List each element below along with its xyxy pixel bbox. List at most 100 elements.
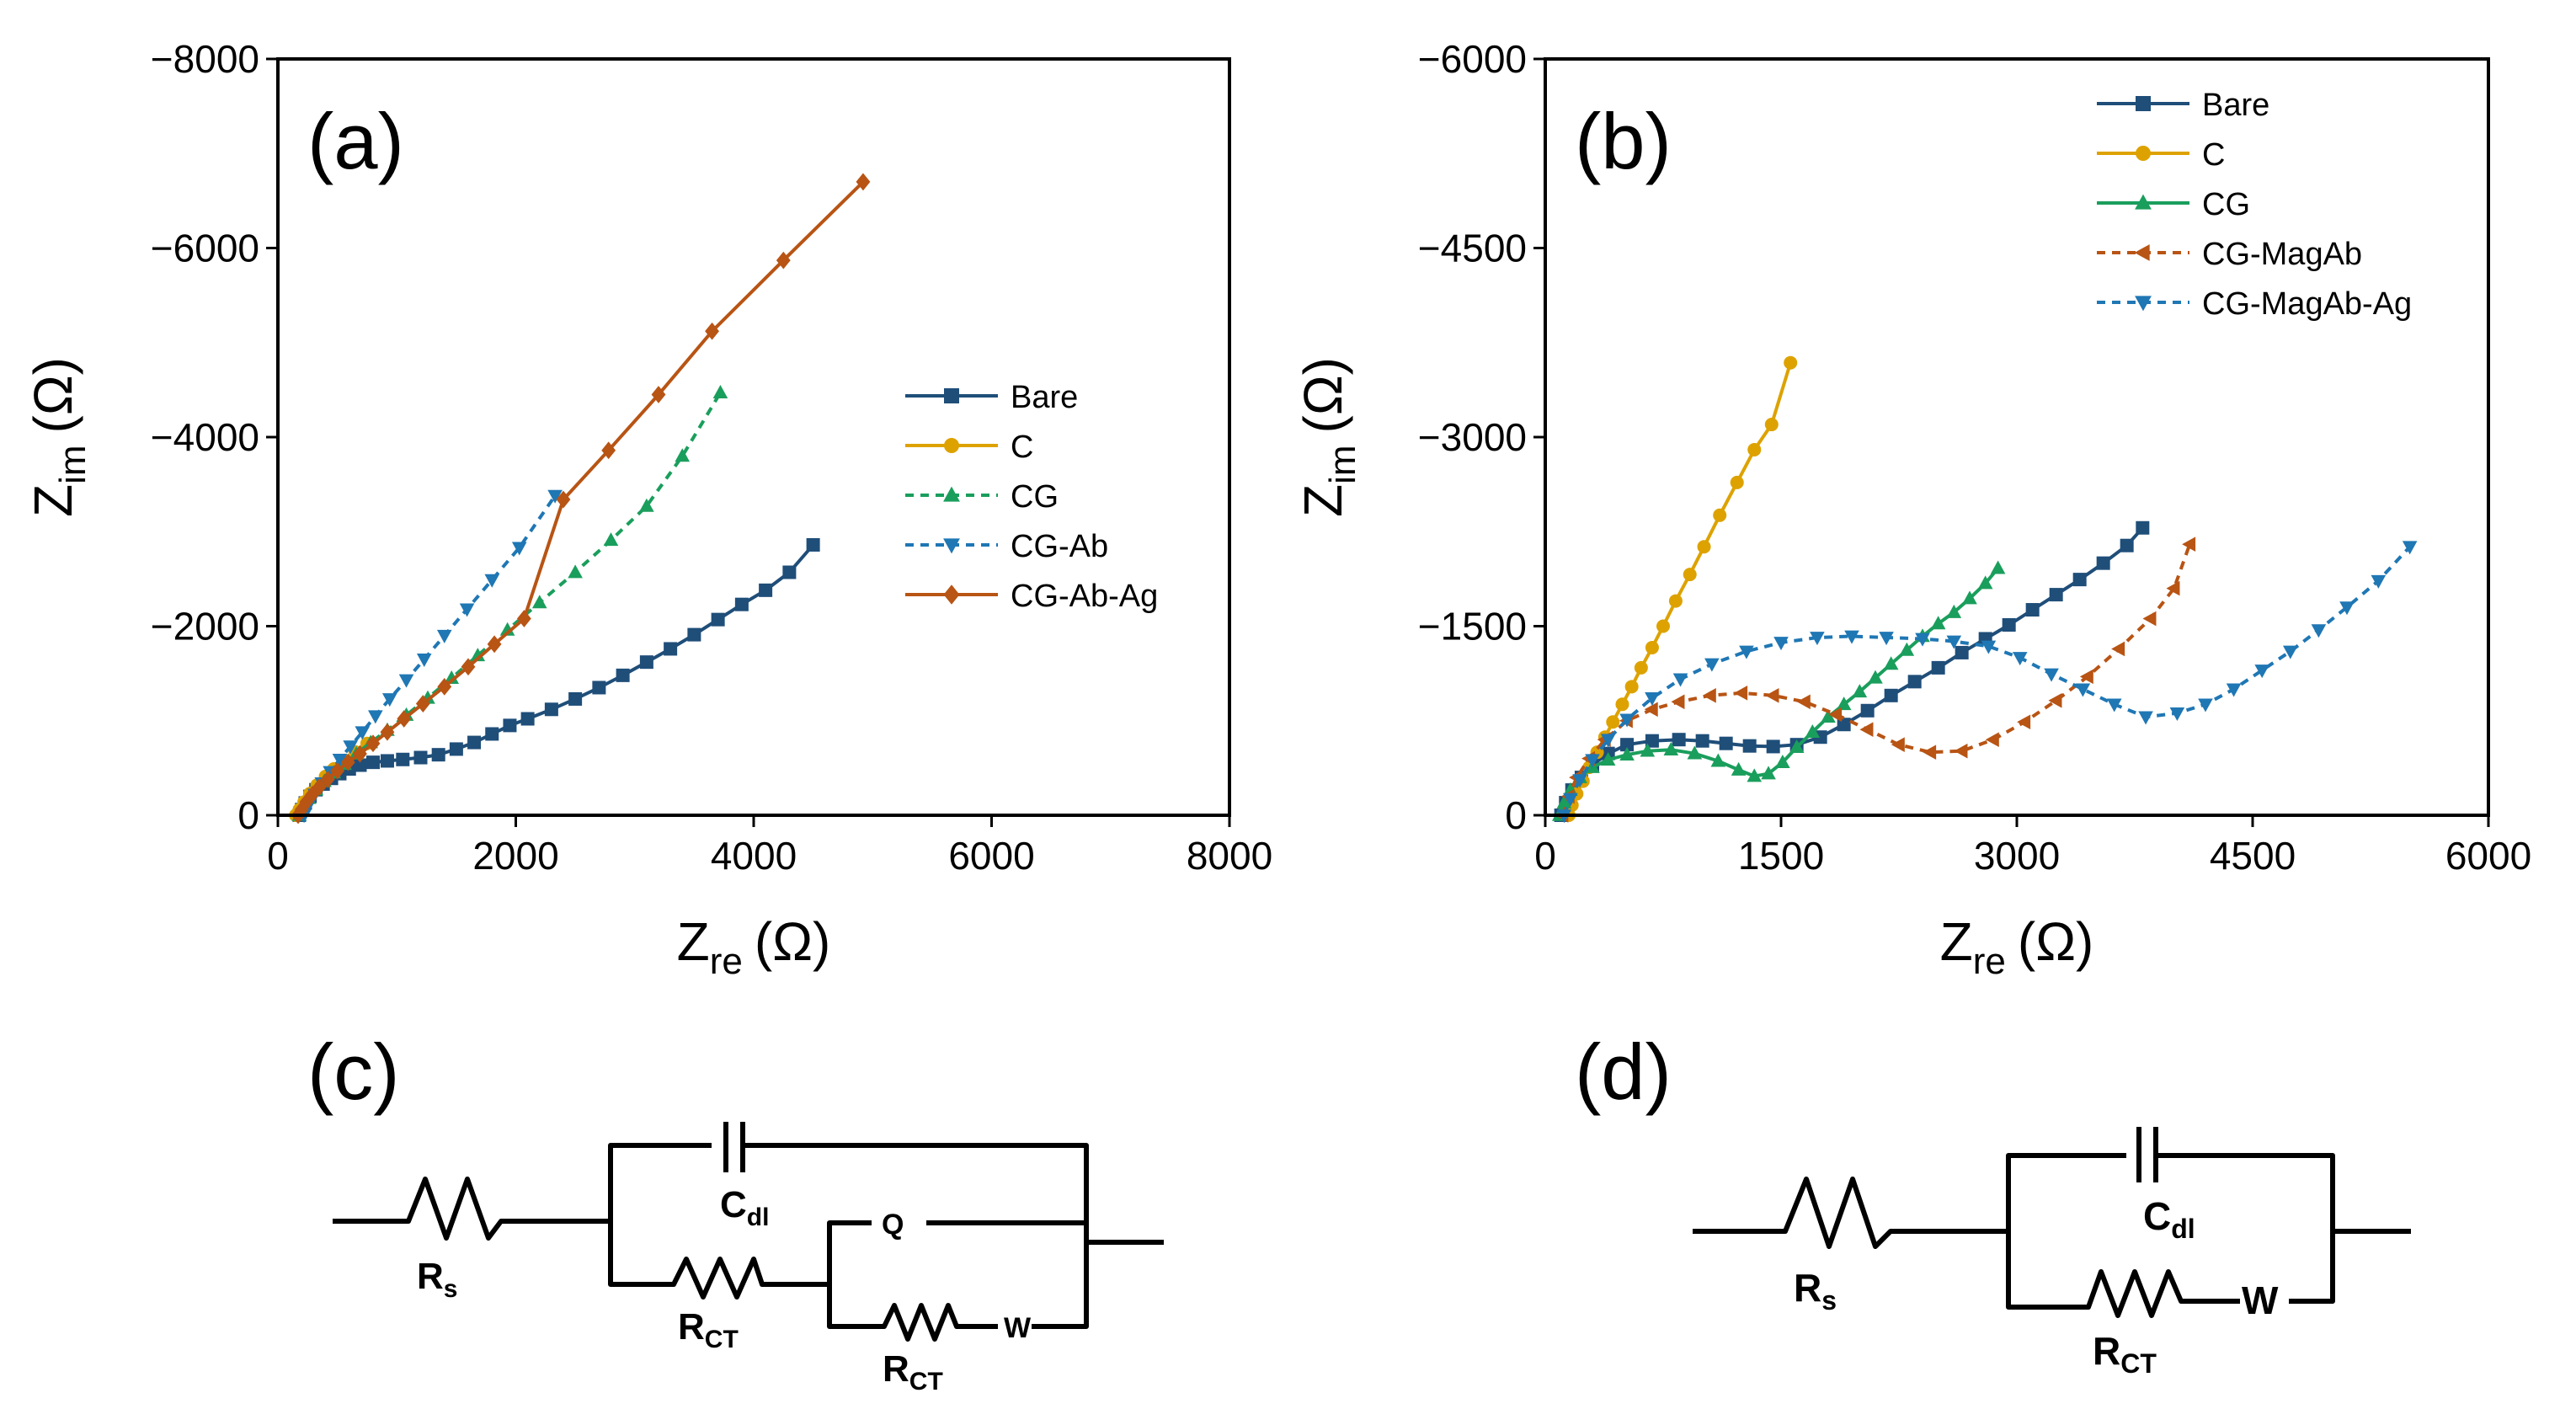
panel-b-legend-marker-cg: [2135, 194, 2152, 210]
panel-b-point-bare: [1620, 738, 1635, 752]
panel-a-point-cg: [531, 595, 547, 609]
panel-b-point-bare: [1672, 733, 1686, 747]
panel-b-point-cg: [1747, 768, 1763, 782]
panel-b-y-tick-label: 0: [1505, 793, 1527, 837]
panel-a-point-cg-ab-ag: [353, 745, 367, 763]
panel-a-point-cg-ab-ag: [776, 251, 791, 270]
panel-a-point-bare: [431, 748, 445, 762]
panel-a-y-tick-label: 0: [237, 793, 259, 837]
panel-a-point-cg-ab: [459, 603, 475, 617]
panel-b-point-cg-magab-ag: [2226, 683, 2242, 697]
panel-b-point-cg-magab: [2048, 693, 2062, 708]
panel-b-point-bare: [2002, 618, 2016, 632]
panel-b-point-cg-magab-ag: [2339, 601, 2355, 616]
panel-b-point-c: [1624, 680, 1639, 694]
panel-b-point-cg-magab-ag: [2012, 652, 2028, 666]
panel-c-rct-network: [608, 1220, 1089, 1342]
panel-a-point-bare: [503, 718, 517, 733]
panel-b-point-cg-magab: [2142, 611, 2157, 627]
panel-b-point-c: [1713, 508, 1727, 522]
panel-a-x-tick-label: 4000: [711, 834, 797, 878]
panel-b-point-cg-magab-ag: [2198, 698, 2213, 713]
panel-b-point-bare: [1766, 739, 1780, 754]
panel-d-rct-label: RCT: [2093, 1329, 2157, 1379]
panel-b-point-c: [1656, 619, 1670, 633]
panel-a-chart: (a) 0 2000 4000 6000 8000 0 −2000 −4000 −6000 −8…: [23, 37, 1272, 982]
panel-d-rct-network: [2006, 1229, 2411, 1318]
panel-b-legend-item-cg: CG: [2097, 187, 2250, 222]
panel-b-x-tick-label: 1500: [1738, 834, 1824, 878]
panel-a-line-bare: [297, 543, 815, 816]
panel-b-point-bare: [1955, 645, 1969, 659]
panel-b-point-bare: [2096, 556, 2110, 570]
panel-a-point-cg-ab-ag: [556, 490, 571, 509]
panel-d-rs-label: Rs: [1794, 1266, 1837, 1316]
panel-a-point-cg-ab-ag: [312, 777, 327, 796]
panel-b-point-cg-magab: [1923, 745, 1937, 760]
panel-a-line-cg-ab-ag: [296, 180, 865, 817]
panel-a-label: (a): [307, 97, 404, 185]
panel-b-point-bare: [1719, 736, 1733, 750]
panel-b-point-cg-magab-ag: [1981, 640, 1997, 654]
panel-a-point-cg-ab: [343, 740, 358, 755]
panel-d-cdl-capacitor: [2006, 1127, 2335, 1295]
panel-a-legend-label-c: C: [1011, 430, 1033, 465]
panel-b-point-cg-magab-ag: [1810, 632, 1825, 646]
panel-b-point-c: [1634, 660, 1648, 675]
panel-c-rs-resistor: [333, 1177, 611, 1241]
panel-b-point-cg: [1640, 743, 1656, 757]
panel-b-point-cg-magab-ag: [1585, 754, 1600, 768]
panel-b-point-cg-magab-ag: [1672, 673, 1688, 687]
panel-b-point-cg: [1883, 656, 1899, 670]
panel-b-point-bare: [1860, 703, 1875, 718]
panel-a-point-bare: [734, 597, 749, 611]
panel-b-point-cg-magab-ag: [1739, 645, 1754, 659]
panel-b-point-bare: [2072, 573, 2087, 587]
panel-b-point-cg-magab-ag: [2138, 711, 2153, 725]
panel-a-y-ticks: 0 −2000 −4000 −6000 −8000: [151, 37, 278, 837]
panel-b-point-bare: [1907, 675, 1922, 689]
panel-b-point-cg-magab: [1702, 688, 1716, 703]
panel-b-point-cg-magab-ag: [1946, 635, 1962, 649]
panel-b-x-ticks: 0 1500 3000 4500 6000: [1534, 815, 2531, 878]
panel-b-y-tick-label: −1500: [1418, 605, 1527, 648]
panel-a-point-cg-ab-ag: [415, 695, 430, 713]
panel-b-point-cg-magab-ag: [1572, 774, 1587, 788]
panel-b-label: (b): [1575, 97, 1672, 185]
panel-b-point-cg-magab: [2166, 580, 2180, 596]
panel-a-legend-label-bare: Bare: [1011, 380, 1078, 415]
panel-a-point-cg-ab: [511, 542, 527, 556]
panel-a-point-bare: [664, 642, 678, 656]
panel-b-y-tick-label: −4500: [1418, 227, 1527, 270]
panel-c-rs-label: Rs: [417, 1256, 457, 1303]
panel-a-legend: Bare C CG CG-Ab CG-Ab-Ag: [905, 380, 1158, 614]
panel-a-point-cg-ab: [332, 753, 348, 767]
panel-b-point-bare: [2120, 538, 2134, 552]
panel-b-point-cg-magab: [1765, 688, 1779, 703]
panel-b-point-cg-magab-ag: [1619, 713, 1635, 728]
panel-b-point-cg-magab: [1859, 722, 1874, 738]
panel-a-point-cg-ab-ag: [461, 658, 476, 676]
panel-a-legend-marker-c: [944, 438, 959, 453]
panel-b-point-cg-magab-ag: [2044, 668, 2059, 682]
panel-b-point-cg-magab: [2017, 714, 2031, 730]
panel-b-point-cg-magab: [1796, 694, 1811, 710]
panel-a-point-bare: [366, 755, 380, 770]
panel-b-point-cg: [1946, 604, 1962, 618]
panel-b-x-tick-label: 0: [1534, 834, 1556, 878]
panel-a-legend-item-c: C: [905, 430, 1033, 465]
panel-b-point-cg: [1899, 642, 1915, 656]
panel-a-point-cg-ab: [547, 489, 563, 504]
panel-a-legend-marker-cg: [943, 486, 960, 502]
panel-d-rs-resistor: [1693, 1177, 2008, 1249]
panel-c-label: (c): [307, 1027, 400, 1116]
panel-a-point-bare: [413, 750, 428, 765]
panel-b-point-c: [1668, 594, 1683, 608]
panel-a-point-cg-ab-ag: [320, 770, 335, 788]
panel-a-y-tick-label: −6000: [151, 227, 259, 270]
panel-b-point-cg-magab-ag: [1773, 637, 1789, 651]
panel-a-point-cg-ab: [436, 629, 452, 643]
panel-b-point-cg-magab-ag: [2371, 574, 2387, 589]
panel-b-y-axis-label: Zim(Ω): [1293, 357, 1363, 517]
panel-a-point-cg: [675, 448, 691, 462]
